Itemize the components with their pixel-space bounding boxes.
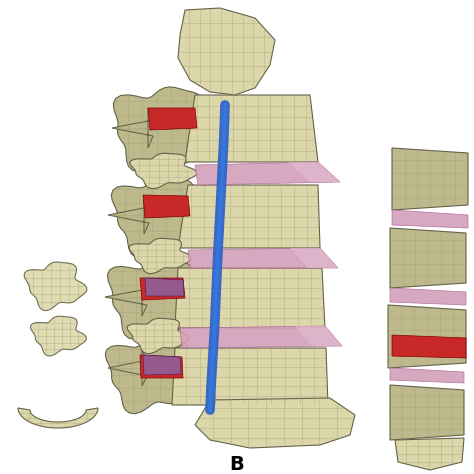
Polygon shape bbox=[172, 348, 328, 405]
Polygon shape bbox=[392, 148, 468, 210]
Polygon shape bbox=[395, 438, 464, 470]
Polygon shape bbox=[127, 318, 190, 354]
Polygon shape bbox=[288, 162, 340, 182]
Polygon shape bbox=[112, 108, 153, 148]
Polygon shape bbox=[180, 326, 342, 348]
Polygon shape bbox=[111, 175, 207, 258]
Polygon shape bbox=[175, 268, 325, 328]
Polygon shape bbox=[388, 305, 466, 368]
Polygon shape bbox=[392, 210, 468, 228]
Polygon shape bbox=[108, 350, 147, 386]
Polygon shape bbox=[195, 162, 340, 185]
Polygon shape bbox=[113, 87, 215, 172]
Polygon shape bbox=[140, 355, 183, 378]
Polygon shape bbox=[390, 288, 466, 305]
Text: B: B bbox=[229, 455, 245, 474]
Polygon shape bbox=[143, 195, 190, 218]
Polygon shape bbox=[185, 95, 318, 162]
Polygon shape bbox=[24, 262, 87, 310]
Polygon shape bbox=[108, 258, 206, 339]
Polygon shape bbox=[295, 326, 342, 346]
Polygon shape bbox=[108, 196, 149, 234]
Polygon shape bbox=[178, 185, 320, 248]
Polygon shape bbox=[129, 238, 192, 273]
Polygon shape bbox=[130, 153, 197, 189]
Polygon shape bbox=[390, 385, 464, 440]
Polygon shape bbox=[140, 278, 185, 300]
Polygon shape bbox=[390, 368, 464, 383]
Polygon shape bbox=[195, 398, 355, 448]
Polygon shape bbox=[105, 336, 201, 414]
Polygon shape bbox=[30, 316, 86, 356]
Polygon shape bbox=[390, 228, 466, 288]
Polygon shape bbox=[178, 8, 275, 95]
Polygon shape bbox=[148, 108, 197, 130]
Polygon shape bbox=[290, 248, 338, 268]
Polygon shape bbox=[105, 278, 147, 316]
Polygon shape bbox=[143, 355, 181, 375]
Polygon shape bbox=[188, 248, 338, 268]
Polygon shape bbox=[392, 335, 466, 358]
Polygon shape bbox=[18, 408, 98, 428]
Polygon shape bbox=[145, 278, 184, 296]
